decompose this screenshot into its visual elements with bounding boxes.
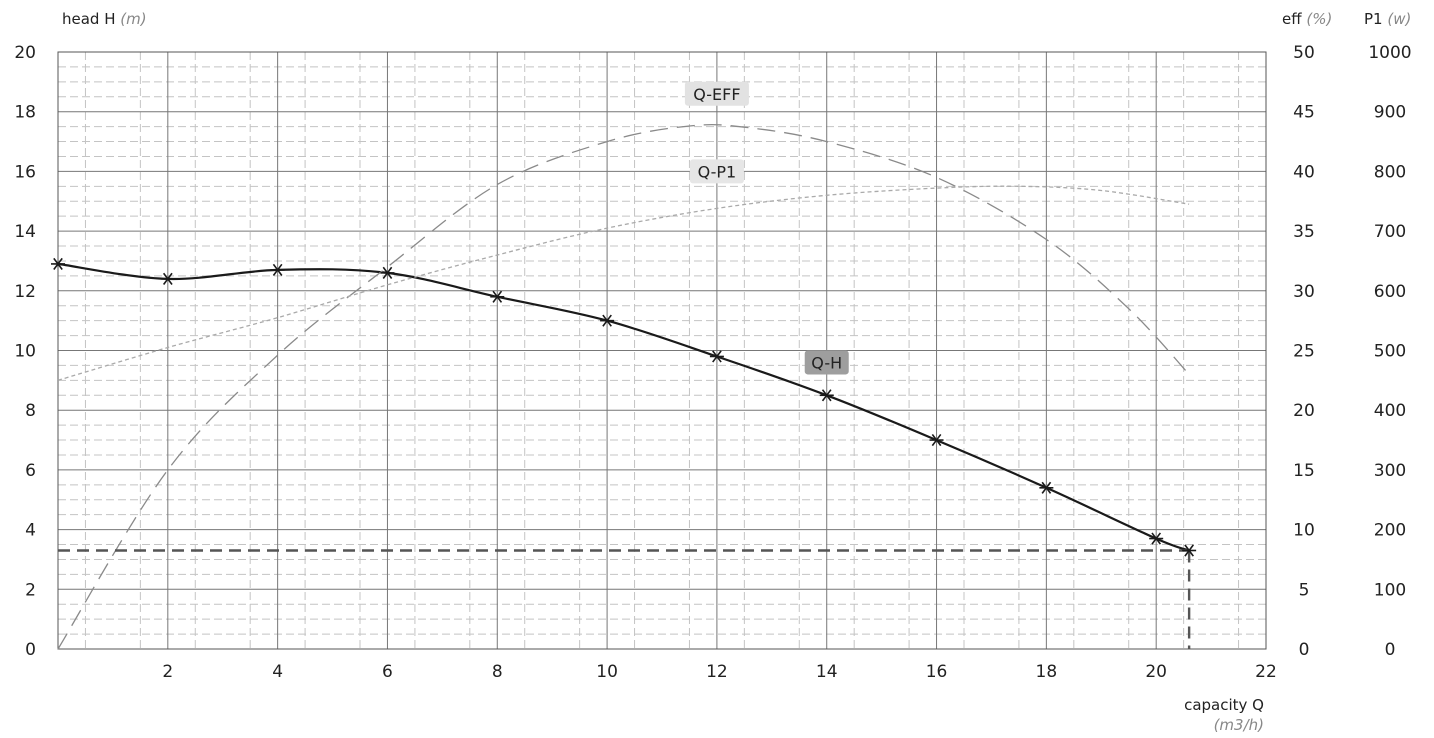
eff-tick-label: 45 <box>1293 103 1315 123</box>
curve-label-bg-q-h <box>804 350 849 375</box>
p1-tick-label: 200 <box>1374 521 1406 541</box>
p1-tick-label: 300 <box>1374 461 1406 481</box>
marker-stroke <box>931 433 942 447</box>
marker-stroke <box>1184 544 1194 557</box>
head-tick-label: 18 <box>14 103 36 123</box>
eff-tick-label: 30 <box>1293 282 1315 302</box>
x-tick-label: 2 <box>162 662 173 682</box>
p1-tick-label: 100 <box>1374 580 1406 600</box>
data-point-marker <box>380 266 395 279</box>
head-axis-title: head H (m) <box>62 10 147 28</box>
head-tick-label: 6 <box>25 461 36 481</box>
x-tick-label: 4 <box>272 662 283 682</box>
p1-tick-label: 400 <box>1374 401 1406 421</box>
eff-tick-label: 25 <box>1293 342 1315 362</box>
x-tick-label: 20 <box>1145 662 1167 682</box>
data-point-marker <box>1149 532 1164 545</box>
head-tick-label: 20 <box>14 43 36 63</box>
x-tick-label: 12 <box>706 662 728 682</box>
marker-stroke <box>712 350 722 363</box>
eff-axis-title: eff (%) <box>1282 10 1332 28</box>
marker-stroke <box>272 263 283 276</box>
curve-label-q-eff: Q-EFF <box>693 85 740 104</box>
x-tick-label: 6 <box>382 662 393 682</box>
data-point-marker <box>929 433 944 447</box>
head-tick-label: 10 <box>14 342 36 362</box>
eff-tick-label: 35 <box>1293 222 1315 242</box>
series-line-q-eff <box>57 123 1190 650</box>
duty-point-lines <box>58 549 1191 649</box>
data-point-marker <box>160 272 175 285</box>
eff-tick-label: 5 <box>1299 580 1310 600</box>
data-point-marker <box>1039 481 1054 494</box>
marker-stroke <box>162 272 173 285</box>
p1-tick-label: 1000 <box>1368 43 1411 63</box>
marker-stroke <box>821 389 832 402</box>
data-point-marker <box>600 314 615 327</box>
head-tick-label: 12 <box>14 282 36 302</box>
marker-stroke <box>1041 481 1052 494</box>
marker-stroke <box>53 257 63 271</box>
x-tick-label: 18 <box>1036 662 1058 682</box>
x-tick-label: 8 <box>492 662 503 682</box>
series-line-q-h <box>57 262 1190 552</box>
data-point-marker <box>490 290 505 303</box>
marker-stroke <box>1151 532 1162 545</box>
plot-frame <box>57 51 1267 650</box>
eff-tick-label: 0 <box>1299 640 1310 660</box>
major-grid <box>58 52 1266 649</box>
head-tick-label: 4 <box>25 521 36 541</box>
data-point-marker <box>819 389 834 402</box>
p1-tick-label: 800 <box>1374 162 1406 182</box>
series-line-q-p1 <box>57 185 1190 381</box>
curve-labels: Q-EFF Q-P1 Q-H <box>684 81 849 375</box>
p1-tick-label: 500 <box>1374 342 1406 362</box>
head-tick-label: 0 <box>25 640 36 660</box>
data-point-marker <box>270 263 285 276</box>
head-tick-label: 16 <box>14 162 36 182</box>
x-tick-label: 10 <box>596 662 618 682</box>
curve-label-q-h: Q-H <box>811 353 842 372</box>
x-axis-title: capacity Q <box>1184 696 1264 714</box>
head-tick-label: 8 <box>25 401 36 421</box>
x-tick-label: 14 <box>816 662 838 682</box>
head-tick-label: 14 <box>14 222 36 242</box>
eff-tick-label: 20 <box>1293 401 1315 421</box>
marker-stroke <box>492 290 503 303</box>
curve-label-bg-q-eff <box>684 81 749 106</box>
head-tick-label: 2 <box>25 580 36 600</box>
eff-tick-label: 10 <box>1293 521 1315 541</box>
markers <box>51 257 1197 557</box>
curve-label-bg-q-p1 <box>689 159 744 184</box>
p1-tick-label: 900 <box>1374 103 1406 123</box>
eff-tick-label: 40 <box>1293 162 1315 182</box>
data-point-marker <box>709 350 724 363</box>
p1-tick-label: 600 <box>1374 282 1406 302</box>
marker-stroke <box>602 314 612 327</box>
eff-tick-label: 15 <box>1293 461 1315 481</box>
marker-stroke <box>382 266 393 279</box>
p1-axis-title: P1 (w) <box>1364 10 1411 28</box>
data-point-marker <box>1182 544 1197 557</box>
x-axis-unit: (m3/h) <box>1214 716 1264 734</box>
data-point-marker <box>51 257 65 271</box>
p1-tick-label: 0 <box>1385 640 1396 660</box>
x-tick-label: 16 <box>926 662 948 682</box>
curves <box>57 123 1190 650</box>
x-tick-label: 22 <box>1255 662 1277 682</box>
curve-label-q-p1: Q-P1 <box>698 162 737 181</box>
p1-tick-label: 700 <box>1374 222 1406 242</box>
eff-tick-label: 50 <box>1293 43 1315 63</box>
